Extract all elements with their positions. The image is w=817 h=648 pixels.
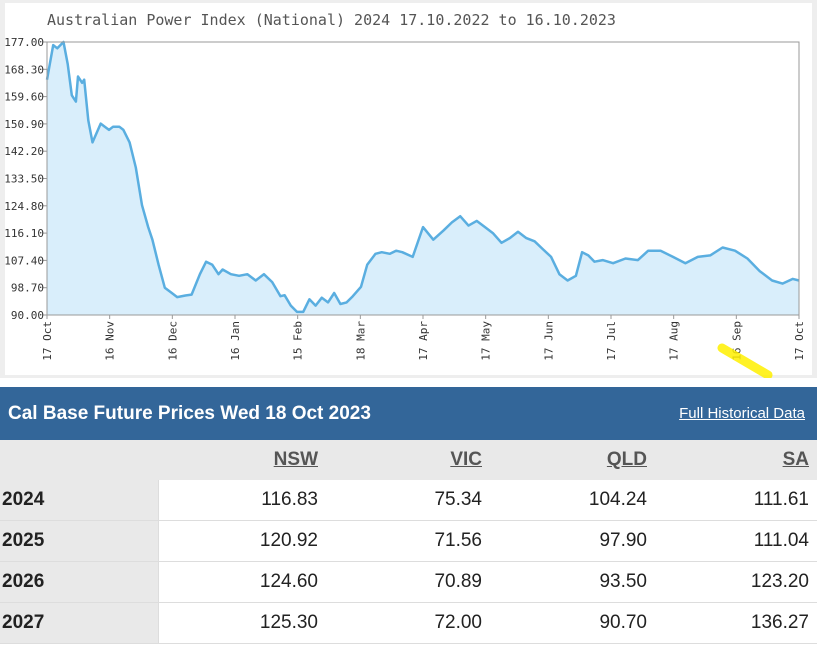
y-tick-label: 168.30 xyxy=(4,63,44,76)
sa-cell: 136.27 xyxy=(647,602,817,644)
y-tick-label: 133.50 xyxy=(4,173,44,186)
x-tick-label: 16 Nov xyxy=(104,321,117,361)
year-header xyxy=(0,440,158,480)
qld-cell: 93.50 xyxy=(482,561,647,603)
y-tick-label: 98.70 xyxy=(11,282,44,295)
x-tick-label: 17 May xyxy=(480,321,493,361)
row-year: 2027 xyxy=(0,602,159,644)
nsw-cell: 116.83 xyxy=(158,480,318,521)
qld-header-label[interactable]: QLD xyxy=(606,449,647,470)
row-year: 2026 xyxy=(0,561,159,603)
qld-header[interactable]: QLD xyxy=(482,440,647,480)
table-header-row: NSW VIC QLD SA xyxy=(0,440,817,480)
y-tick-label: 142.20 xyxy=(4,145,44,158)
y-tick-label: 150.90 xyxy=(4,118,44,131)
table-row: 2025 120.92 71.56 97.90 111.04 xyxy=(0,520,817,562)
x-tick-label: 16 Dec xyxy=(166,321,179,361)
nsw-cell: 124.60 xyxy=(158,561,318,603)
x-tick-label: 17 Jun xyxy=(542,321,555,361)
y-tick-label: 107.40 xyxy=(4,254,44,267)
prices-title: Cal Base Future Prices Wed 18 Oct 2023 xyxy=(8,402,371,424)
full-historical-data-link[interactable]: Full Historical Data xyxy=(679,405,805,422)
highlight-marker xyxy=(717,343,773,378)
series-line xyxy=(45,40,800,314)
nsw-header-label[interactable]: NSW xyxy=(273,449,318,470)
chart-svg: Australian Power Index (National) 2024 1… xyxy=(4,3,812,378)
y-tick-label: 116.10 xyxy=(4,227,44,240)
vic-header[interactable]: VIC xyxy=(318,440,482,480)
vic-cell: 72.00 xyxy=(318,602,482,644)
vic-cell: 70.89 xyxy=(318,561,482,603)
sa-header-label[interactable]: SA xyxy=(782,449,809,470)
nsw-header[interactable]: NSW xyxy=(158,440,318,480)
y-tick-label: 177.00 xyxy=(4,36,44,49)
row-year: 2024 xyxy=(0,480,159,521)
x-tick-label: 17 Jul xyxy=(605,321,618,361)
sa-cell: 123.20 xyxy=(647,561,817,603)
row-year: 2025 xyxy=(0,520,159,562)
nsw-cell: 120.92 xyxy=(158,520,318,562)
table-row: 2026 124.60 70.89 93.50 123.20 xyxy=(0,561,817,603)
x-tick-label: 17 Oct xyxy=(41,321,54,361)
x-tick-label: 17 Apr xyxy=(417,321,430,361)
prices-panel: Cal Base Future Prices Wed 18 Oct 2023 F… xyxy=(0,387,817,644)
y-tick-label: 90.00 xyxy=(11,309,44,322)
nsw-cell: 125.30 xyxy=(158,602,318,644)
x-tick-label: 17 Oct xyxy=(793,321,806,361)
sa-cell: 111.61 xyxy=(647,480,817,521)
qld-cell: 97.90 xyxy=(482,520,647,562)
qld-cell: 104.24 xyxy=(482,480,647,521)
y-tick-label: 124.80 xyxy=(4,200,44,213)
prices-header: Cal Base Future Prices Wed 18 Oct 2023 F… xyxy=(0,387,817,440)
series-area xyxy=(47,42,799,315)
vic-cell: 75.34 xyxy=(318,480,482,521)
x-tick-label: 15 Feb xyxy=(292,321,305,361)
x-tick-label: 17 Aug xyxy=(668,321,681,361)
vic-cell: 71.56 xyxy=(318,520,482,562)
table-row: 2024 116.83 75.34 104.24 111.61 xyxy=(0,480,817,521)
x-tick-label: 16 Jan xyxy=(229,321,242,361)
qld-cell: 90.70 xyxy=(482,602,647,644)
vic-header-label[interactable]: VIC xyxy=(450,449,482,470)
table-row: 2027 125.30 72.00 90.70 136.27 xyxy=(0,602,817,644)
plot-frame xyxy=(46,41,800,316)
x-tick-label: 18 Mar xyxy=(354,321,367,361)
y-tick-label: 159.60 xyxy=(4,91,44,104)
price-chart: Australian Power Index (National) 2024 1… xyxy=(0,0,817,378)
sa-header[interactable]: SA xyxy=(647,440,817,480)
prices-table: NSW VIC QLD SA 2024 116.83 75.34 104.24 … xyxy=(0,440,817,644)
sa-cell: 111.04 xyxy=(647,520,817,562)
chart-title: Australian Power Index (National) 2024 1… xyxy=(47,11,616,29)
